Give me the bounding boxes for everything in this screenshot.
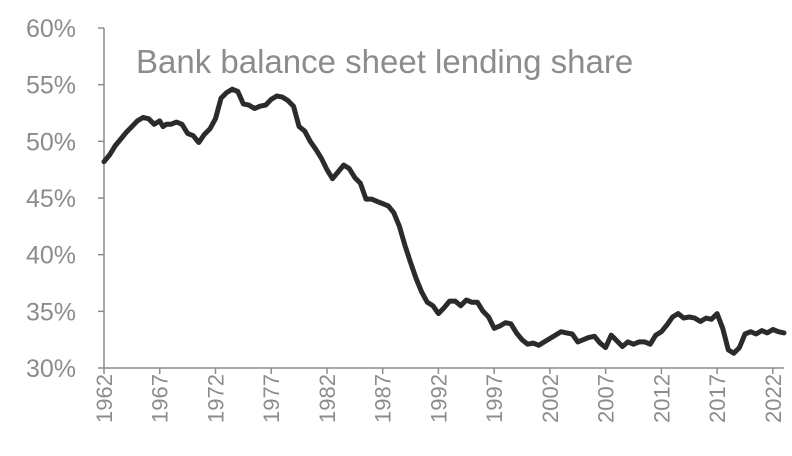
y-tick-label: 35% [26, 298, 76, 326]
x-tick-label: 1992 [426, 374, 451, 423]
y-tick-label: 55% [26, 72, 76, 100]
x-tick-label: 2007 [594, 374, 619, 423]
x-tick-label: 2022 [761, 374, 786, 423]
x-tick-label: 1997 [482, 374, 507, 423]
x-tick-label: 1977 [259, 374, 284, 423]
x-tick-label: 1962 [92, 374, 117, 423]
x-tick-label: 1987 [371, 374, 396, 423]
x-tick-label: 2017 [705, 374, 730, 423]
y-tick-label: 30% [26, 355, 76, 383]
x-tick-label: 1967 [148, 374, 173, 423]
x-tick-label: 1982 [315, 374, 340, 423]
y-tick-label: 60% [26, 15, 76, 43]
series-layer [101, 86, 787, 356]
y-tick-labels: 30% 35% 40% 45% 50% 55% 60% [26, 15, 104, 383]
y-tick-label: 40% [26, 242, 76, 270]
x-tick-label: 2012 [649, 374, 674, 423]
y-tick-label: 50% [26, 128, 76, 156]
x-tick-label: 1972 [203, 374, 228, 423]
chart-title: Bank balance sheet lending share [136, 43, 633, 80]
x-tick-label: 2002 [538, 374, 563, 423]
y-tick-label: 45% [26, 185, 76, 213]
series-line [101, 86, 787, 356]
x-tick-labels: 1962 1967 1972 1977 1982 1987 1992 1997 2002 2007… [92, 368, 786, 423]
